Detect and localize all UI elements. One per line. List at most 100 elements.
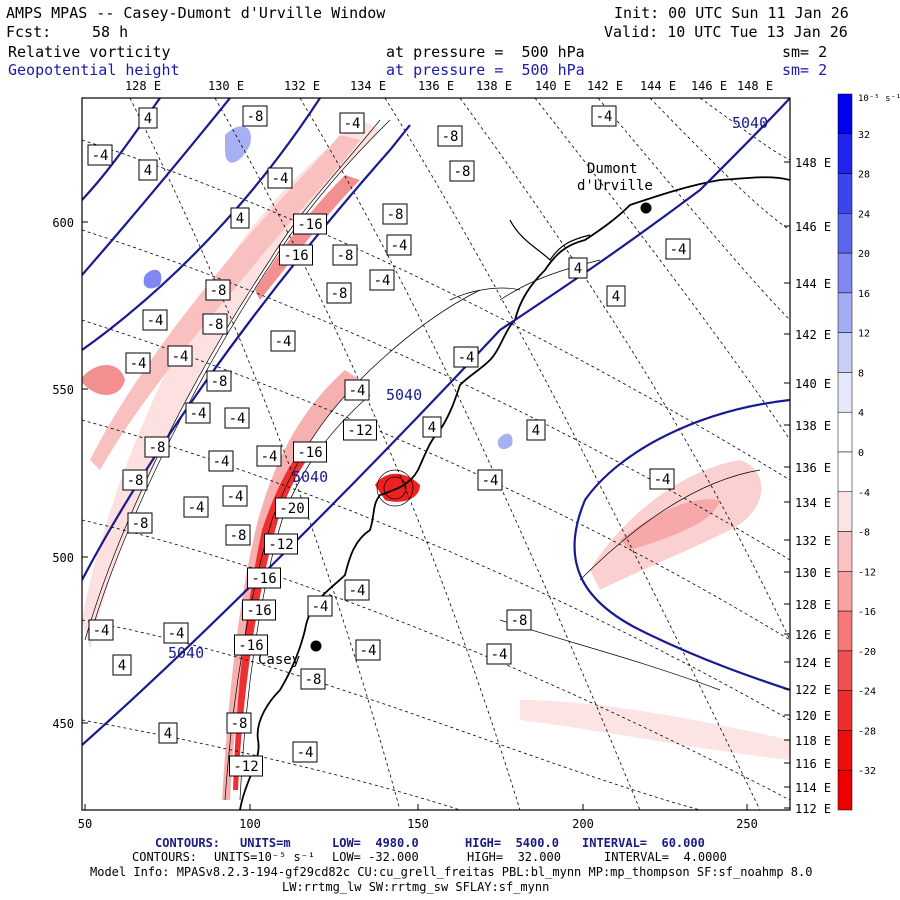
vorticity-label: -16 bbox=[293, 213, 327, 235]
colorbar-tick-label: -12 bbox=[858, 567, 876, 578]
station-label-dumont: Dumont bbox=[587, 161, 638, 177]
colorbar-tick-label: -20 bbox=[858, 647, 876, 658]
svg-text:-8: -8 bbox=[149, 440, 166, 456]
vorticity-label: -16 bbox=[242, 599, 276, 621]
right-axis-label: 136 E bbox=[795, 461, 831, 475]
svg-text:4: 4 bbox=[118, 658, 126, 674]
vorticity-label: -8 bbox=[332, 244, 358, 266]
vort-positive-west bbox=[143, 269, 162, 289]
colorbar-tick-label: 32 bbox=[858, 130, 870, 141]
right-axis-label: 148 E bbox=[795, 156, 831, 170]
vorticity-label: 4 bbox=[138, 159, 158, 181]
vorticity-label: -8 bbox=[206, 370, 232, 392]
svg-text:-4: -4 bbox=[147, 313, 164, 329]
colorbar-swatch bbox=[837, 252, 853, 294]
svg-text:-8: -8 bbox=[511, 613, 528, 629]
vorticity-label: -4 bbox=[665, 238, 691, 260]
footer-height-interval: INTERVAL= 60.000 bbox=[582, 836, 705, 850]
vorticity-label: -4 bbox=[267, 167, 293, 189]
colorbar-tick-label: -24 bbox=[858, 687, 876, 698]
svg-text:-4: -4 bbox=[275, 334, 292, 350]
svg-text:-16: -16 bbox=[297, 217, 322, 233]
svg-text:-12: -12 bbox=[268, 537, 293, 553]
map-plot-area: Dumont d'Urville Casey 5040 5040 5040 50… bbox=[82, 98, 790, 810]
svg-text:-8: -8 bbox=[247, 109, 264, 125]
top-axis-label: 140 E bbox=[535, 79, 571, 93]
svg-text:-4: -4 bbox=[670, 242, 687, 258]
footer-height-low: LOW= 4980.0 bbox=[332, 836, 419, 850]
vorticity-label: -4 bbox=[453, 346, 479, 368]
svg-text:-12: -12 bbox=[233, 759, 258, 775]
station-label-casey: Casey bbox=[258, 652, 300, 668]
vorticity-label: -8 bbox=[225, 524, 251, 546]
vorticity-label: -4 bbox=[339, 112, 365, 134]
right-axis-label: 124 E bbox=[795, 656, 831, 670]
vort-band-central-core bbox=[233, 452, 310, 790]
vorticity-shading bbox=[82, 120, 790, 800]
colorbar-swatch bbox=[837, 730, 853, 771]
right-axis-label: 128 E bbox=[795, 598, 831, 612]
vorticity-label: -8 bbox=[205, 279, 231, 301]
svg-text:4: 4 bbox=[574, 261, 582, 277]
bottom-axis-label: 100 bbox=[239, 817, 261, 831]
height-label: 5040 bbox=[168, 644, 204, 662]
svg-text:-4: -4 bbox=[168, 626, 185, 642]
vorticity-label: -16 bbox=[293, 441, 327, 463]
right-axis-label: 122 E bbox=[795, 683, 831, 697]
svg-text:4: 4 bbox=[144, 111, 152, 127]
height-label-group: 5040 5040 5040 5040 bbox=[168, 114, 768, 662]
colorbar-tick-label: 20 bbox=[858, 249, 870, 260]
height-label: 5040 bbox=[386, 386, 422, 404]
right-axis-label: 142 E bbox=[795, 328, 831, 342]
svg-text:-4: -4 bbox=[349, 583, 366, 599]
svg-text:4: 4 bbox=[428, 420, 436, 436]
left-axis-label: 550 bbox=[52, 383, 74, 397]
top-axis-label: 134 E bbox=[350, 79, 386, 93]
vorticity-label: -16 bbox=[247, 567, 281, 589]
vorticity-label: -20 bbox=[275, 497, 309, 519]
field2-smoothing: sm= 2 bbox=[782, 61, 828, 79]
svg-text:-8: -8 bbox=[331, 286, 348, 302]
colorbar-swatch bbox=[837, 292, 853, 333]
svg-text:-16: -16 bbox=[238, 638, 263, 654]
vorticity-label: -4 bbox=[477, 469, 503, 491]
vorticity-label: -4 bbox=[224, 407, 250, 429]
colorbar-tick-label: 12 bbox=[858, 329, 870, 340]
vorticity-label: -12 bbox=[229, 755, 263, 777]
vorticity-label: -4 bbox=[270, 330, 296, 352]
colorbar-tick-label: -4 bbox=[858, 488, 870, 499]
vorticity-label: -4 bbox=[222, 485, 248, 507]
vorticity-label: -8 bbox=[122, 469, 148, 491]
svg-text:-8: -8 bbox=[337, 248, 354, 264]
right-axis-label: 138 E bbox=[795, 419, 831, 433]
vort-band-west-core bbox=[90, 135, 360, 470]
vorticity-label: -8 bbox=[242, 105, 268, 127]
colorbar-tick-label: 0 bbox=[858, 448, 864, 459]
plot-background bbox=[82, 98, 790, 810]
vorticity-label: -4 bbox=[142, 309, 168, 331]
footer-model-info: Model Info: MPASv8.2.3-194-gf29cd82c CU:… bbox=[90, 865, 813, 879]
vorticity-label: -4 bbox=[344, 579, 370, 601]
top-axis-label: 146 E bbox=[691, 79, 727, 93]
bottom-axis-label: 250 bbox=[736, 817, 758, 831]
vort-max-west-edge bbox=[82, 365, 125, 395]
svg-text:-4: -4 bbox=[227, 489, 244, 505]
svg-text:-8: -8 bbox=[210, 283, 227, 299]
left-axis-label: 500 bbox=[52, 551, 74, 565]
colorbar-swatch bbox=[837, 491, 853, 532]
top-axis-label: 144 E bbox=[640, 79, 676, 93]
bottom-axis-labels: 50 100 150 200 250 bbox=[78, 804, 758, 831]
footer-height-units: UNITS=m bbox=[240, 836, 291, 850]
colorbar-tick-label: -8 bbox=[858, 528, 870, 539]
vorticity-label: -4 bbox=[386, 234, 412, 256]
left-axis-label: 450 bbox=[52, 717, 74, 731]
vorticity-label: -4 bbox=[344, 379, 370, 401]
footer-vort-high: HIGH= 32.000 bbox=[467, 850, 561, 864]
vorticity-label: -4 bbox=[292, 741, 318, 763]
svg-text:-16: -16 bbox=[297, 445, 322, 461]
vorticity-label: -4 bbox=[163, 622, 189, 644]
svg-text:-4: -4 bbox=[312, 599, 329, 615]
top-axis-label: 132 E bbox=[284, 79, 320, 93]
vorticity-label: 4 bbox=[422, 416, 442, 438]
vorticity-label: -8 bbox=[144, 436, 170, 458]
